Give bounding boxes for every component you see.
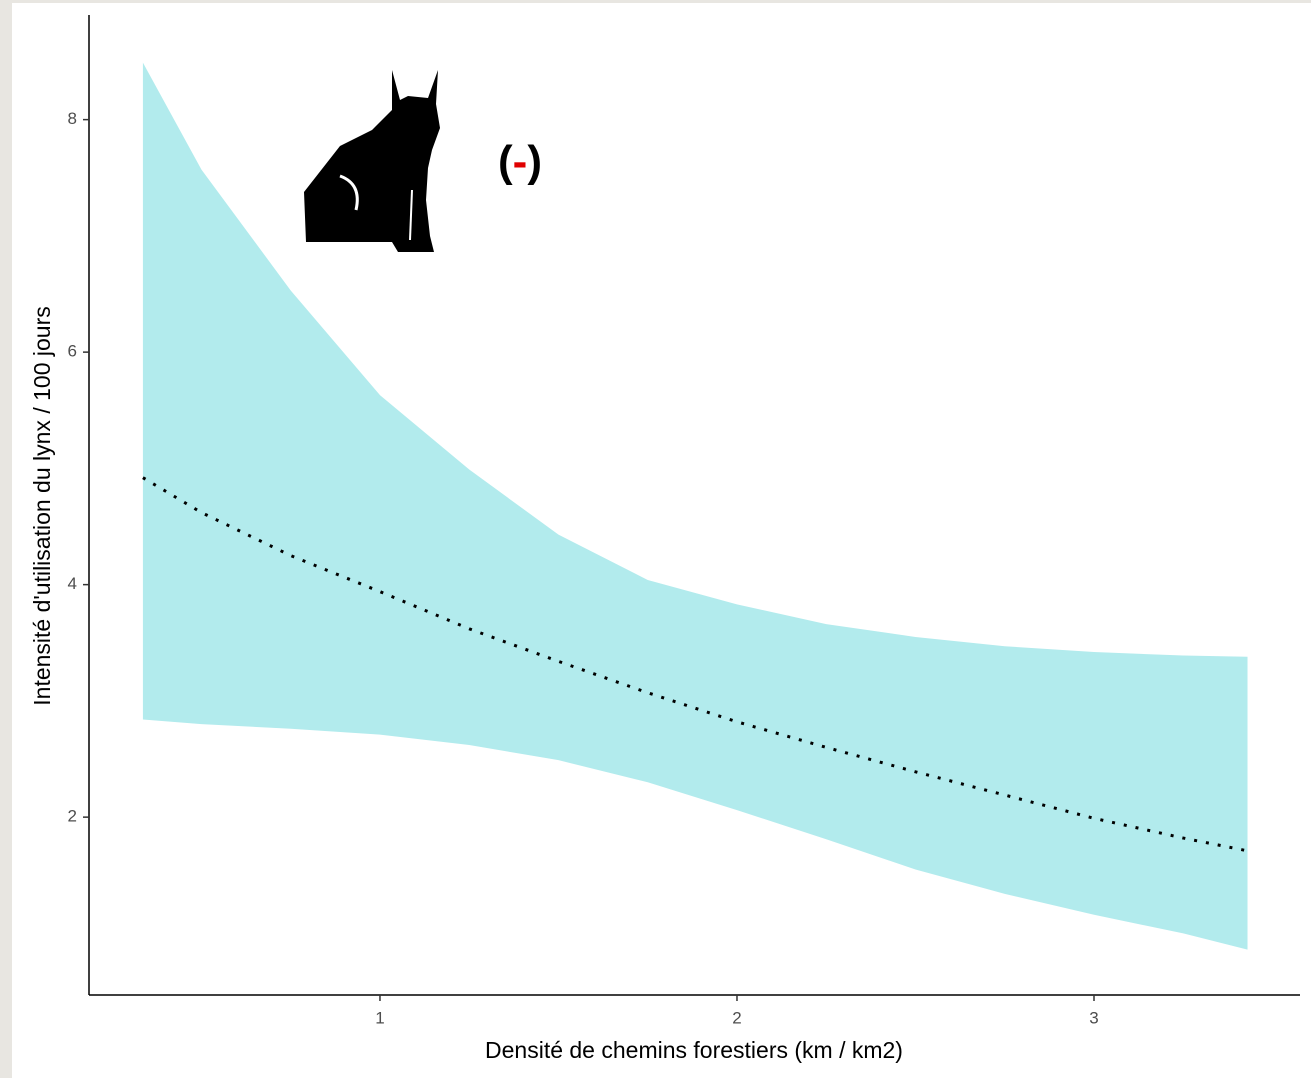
y-tick-label: 4 [68, 574, 77, 593]
annotation-part: ) [527, 137, 542, 186]
y-axis-title: Intensité d'utilisation du lynx / 100 jo… [29, 306, 55, 705]
y-tick-label: 8 [68, 109, 77, 128]
x-tick-label: 1 [375, 1008, 384, 1027]
confidence-band [142, 62, 1248, 950]
x-tick-label: 3 [1089, 1008, 1098, 1027]
x-tick-label: 2 [732, 1008, 741, 1027]
annotation-part: ( [498, 137, 513, 186]
annotation-part: - [513, 137, 528, 186]
fit-line [142, 476, 1248, 853]
lynx-icon [304, 70, 440, 252]
x-axis-title: Densité de chemins forestiers (km / km2) [485, 1037, 903, 1063]
annotation: (-) [498, 137, 542, 186]
y-tick-label: 6 [68, 342, 77, 361]
y-tick-label: 2 [68, 807, 77, 826]
